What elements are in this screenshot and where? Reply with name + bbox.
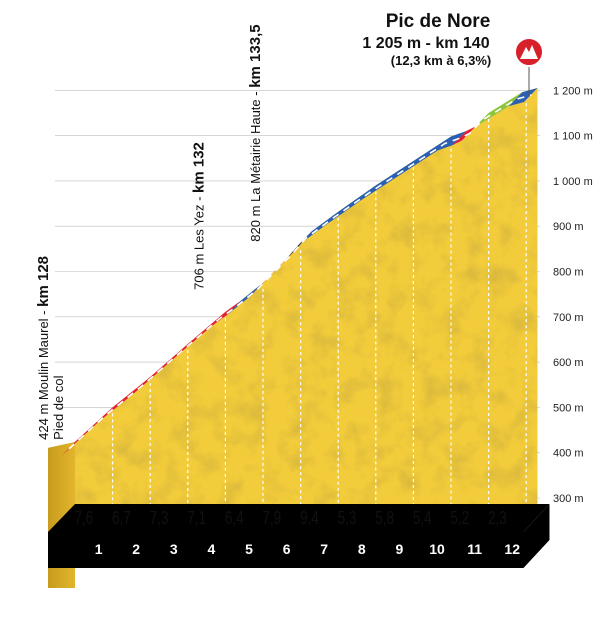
km-dashed-lines bbox=[111, 97, 527, 544]
gradient-label: 7,9 bbox=[262, 508, 281, 529]
annotation-km: km 133,5 bbox=[247, 24, 264, 87]
y-tick-label: 700 m bbox=[553, 312, 584, 324]
gradient-label: 5,3 bbox=[338, 508, 357, 529]
km-tick-label: 3 bbox=[170, 541, 178, 557]
profile-ribbon bbox=[61, 88, 538, 456]
ribbon-segment bbox=[452, 126, 476, 146]
gradient-label: 9,4 bbox=[300, 508, 319, 529]
gradient-label: 2,3 bbox=[488, 508, 507, 529]
chart-subtitle-2: (12,3 km à 6,3%) bbox=[391, 53, 491, 68]
km-tick-label: 6 bbox=[283, 541, 291, 557]
annotation-km: km 132 bbox=[190, 142, 207, 193]
base-strip-side bbox=[48, 504, 550, 568]
gradient-label: 5,4 bbox=[413, 508, 432, 529]
y-tick-label: 800 m bbox=[553, 267, 584, 279]
km-tick-label: 8 bbox=[358, 541, 366, 557]
gradient-label: 5,2 bbox=[450, 508, 469, 529]
ribbon-segment bbox=[298, 131, 467, 246]
terrain-texture bbox=[75, 88, 538, 504]
km-tick-label: 4 bbox=[208, 541, 216, 557]
gradient-label: 6,4 bbox=[225, 508, 244, 529]
km-tick-label: 11 bbox=[467, 541, 482, 557]
km-tick-label: 7 bbox=[320, 541, 328, 557]
km-tick-label: 2 bbox=[132, 541, 140, 557]
km-tick-label: 9 bbox=[396, 541, 404, 557]
y-tick-label: 1 000 m bbox=[553, 176, 593, 188]
annotation-label: 424 m Moulin Maurel - km 128 bbox=[35, 256, 52, 440]
gradient-label: 7,1 bbox=[187, 508, 206, 529]
y-tick-label: 1 100 m bbox=[553, 131, 593, 143]
y-tick-label: 900 m bbox=[553, 221, 584, 233]
y-tick-label: 300 m bbox=[553, 493, 584, 505]
y-axis-ticks: 300 m 400 m 500 m 600 m 700 m 800 m 900 m 1 000… bbox=[553, 85, 593, 505]
annotation: 820 m La Métairie Haute - km 133,5 bbox=[247, 24, 264, 241]
annotation-place: 820 m La Métairie Haute - bbox=[248, 88, 263, 242]
mountain-icon bbox=[520, 45, 538, 59]
summit-marker bbox=[514, 37, 544, 96]
gradient-label: 5,8 bbox=[375, 508, 394, 529]
gradient-label: 7,6 bbox=[74, 508, 93, 529]
annotation: 706 m Les Yez - km 132 bbox=[190, 142, 207, 290]
km-tick-label: 10 bbox=[429, 541, 445, 557]
annotation-label: 706 m Les Yez - km 132 bbox=[190, 142, 207, 290]
annotation-label: 820 m La Métairie Haute - km 133,5 bbox=[247, 24, 264, 241]
y-tick-label: 400 m bbox=[553, 448, 584, 460]
chart-subtitle: 1 205 m - km 140 bbox=[362, 35, 489, 52]
ribbon-segment bbox=[226, 282, 263, 315]
gradient-labels: 7,6 6,7 7,3 7,1 6,4 7,9 9,4 5,3 5,8 5,4 5,2 2,3 bbox=[74, 508, 506, 529]
base-strip-top bbox=[48, 504, 550, 532]
km-base-strip: 1 2 3 4 5 6 7 8 9 10 11 12 bbox=[48, 504, 550, 568]
annotation-place: 706 m Les Yez - bbox=[191, 193, 206, 290]
annotation-sub: Pied de col bbox=[51, 375, 66, 439]
gradient-label: 6,7 bbox=[112, 508, 131, 529]
km-tick-label: 5 bbox=[245, 541, 253, 557]
y-tick-label: 600 m bbox=[553, 357, 584, 369]
annotation-place: 424 m Moulin Maurel - bbox=[36, 307, 51, 440]
gradient-label: 7,3 bbox=[150, 508, 169, 529]
annotation-km: km 128 bbox=[35, 256, 52, 307]
km-tick-label: 1 bbox=[95, 541, 103, 557]
chart-title: Pic de Nore bbox=[386, 11, 491, 32]
y-tick-label: 1 200 m bbox=[553, 85, 593, 97]
y-tick-label: 500 m bbox=[553, 402, 584, 414]
km-tick-label: 12 bbox=[504, 541, 520, 557]
